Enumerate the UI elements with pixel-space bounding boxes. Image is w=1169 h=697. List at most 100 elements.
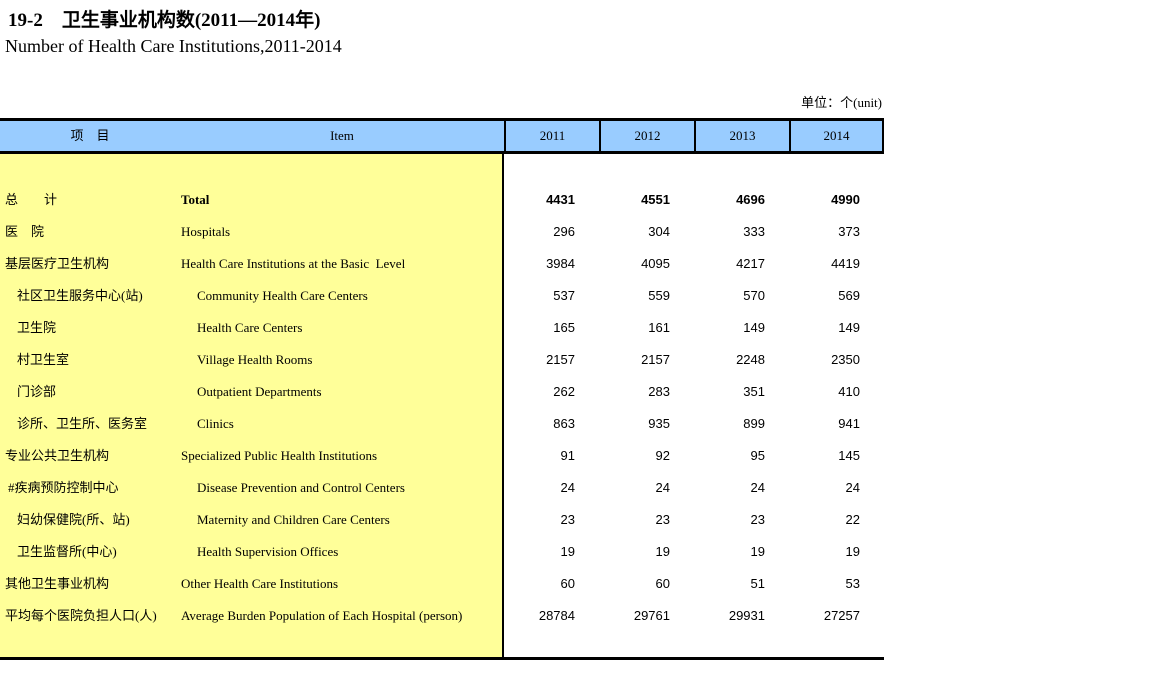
row-label-zh: 诊所、卫生所、医务室	[17, 416, 148, 431]
value-cell-2013: 2248	[736, 352, 765, 367]
value-cell-2011: 4431	[546, 192, 575, 207]
row-label-zh: 村卫生室	[17, 352, 70, 367]
table-row: #疾病预防控制中心 Disease Prevention and Control …	[0, 472, 884, 504]
table-row: 村卫生室 Village Health Rooms 2157 2157 2248 2350	[0, 344, 884, 376]
table-row: 平均每个医院负担人口(人) Average Burden Population o…	[0, 600, 884, 632]
value-cell-2014: 24	[845, 480, 860, 495]
table-row: 诊所、卫生所、医务室 Clinics 863 935 899 941	[0, 408, 884, 440]
row-label-en: Clinics	[197, 416, 234, 431]
table-row: 卫生院 Health Care Centers 165 161 149 149	[0, 312, 884, 344]
row-label-en: Maternity and Children Care Centers	[197, 512, 390, 527]
value-cell-2011: 24	[560, 480, 575, 495]
row-label-en: Health Supervision Offices	[197, 544, 339, 559]
row-label-zh: 基层医疗卫生机构	[5, 256, 110, 271]
row-label-en: Health Care Institutions at the Basic Le…	[181, 256, 406, 271]
header-item-en: Item	[330, 128, 354, 143]
table-row: 卫生监督所(中心) Health Supervision Offices 19 19 1…	[0, 536, 884, 568]
header-item-zh: 项 目	[70, 128, 110, 143]
table-header-row: 项 目 Item 2011 2012 2013 2014	[0, 118, 884, 154]
header-cell-year-2012: 2012	[599, 121, 694, 151]
page-subtitle: Number of Health Care Institutions,2011-…	[5, 36, 342, 56]
value-cell-2011: 165	[553, 320, 575, 335]
value-cell-2013: 4696	[736, 192, 765, 207]
row-label-zh: #疾病预防控制中心	[8, 480, 119, 495]
value-cell-2014: 19	[845, 544, 860, 559]
value-cell-2012: 559	[648, 288, 670, 303]
value-cell-2012: 304	[648, 224, 670, 239]
value-cell-2013: 351	[743, 384, 765, 399]
value-cell-2014: 2350	[831, 352, 860, 367]
value-cell-2013: 899	[743, 416, 765, 431]
row-label-zh: 妇幼保健院(所、站)	[17, 512, 130, 527]
row-label-zh: 专业公共卫生机构	[5, 448, 110, 463]
value-cell-2011: 537	[553, 288, 575, 303]
header-cell-year-2011: 2011	[504, 121, 599, 151]
value-cell-2011: 296	[553, 224, 575, 239]
value-cell-2013: 23	[750, 512, 765, 527]
value-cell-2011: 60	[560, 576, 575, 591]
header-cell-item: 项 目 Item	[0, 121, 504, 151]
table-row: 其他卫生事业机构 Other Health Care Institutions 60…	[0, 568, 884, 600]
value-cell-2014: 410	[838, 384, 860, 399]
value-cell-2014: 22	[845, 512, 860, 527]
row-label-en: Total	[181, 192, 210, 207]
value-cell-2012: 24	[655, 480, 670, 495]
value-cell-2012: 60	[655, 576, 670, 591]
value-cell-2013: 4217	[736, 256, 765, 271]
row-label-en: Village Health Rooms	[197, 352, 313, 367]
row-label-zh: 其他卫生事业机构	[5, 576, 110, 591]
table-row: 门诊部 Outpatient Departments 262 283 351 410	[0, 376, 884, 408]
value-cell-2011: 19	[560, 544, 575, 559]
value-cell-2011: 3984	[546, 256, 575, 271]
row-label-en: Disease Prevention and Control Centers	[197, 480, 405, 495]
table-row: 社区卫生服务中心(站) Community Health Care Centers…	[0, 280, 884, 312]
value-cell-2013: 19	[750, 544, 765, 559]
value-cell-2011: 91	[560, 448, 575, 463]
value-cell-2012: 2157	[641, 352, 670, 367]
value-cell-2014: 53	[845, 576, 860, 591]
value-cell-2011: 2157	[546, 352, 575, 367]
table-row: 妇幼保健院(所、站) Maternity and Children Care Ce…	[0, 504, 884, 536]
value-cell-2012: 29761	[633, 608, 670, 623]
row-label-zh: 门诊部	[17, 384, 57, 399]
value-cell-2014: 569	[838, 288, 860, 303]
table-body: 总 计 Total 4431 4551 4696 4990 医 院 Hospitals 296 3…	[0, 154, 884, 660]
row-label-en: Specialized Public Health Institutions	[181, 448, 378, 463]
value-cell-2011: 863	[553, 416, 575, 431]
row-label-en: Other Health Care Institutions	[181, 576, 339, 591]
value-cell-2014: 373	[838, 224, 860, 239]
row-label-zh: 医 院	[5, 224, 45, 239]
table-row: 专业公共卫生机构 Specialized Public Health Instit…	[0, 440, 884, 472]
value-cell-2012: 161	[648, 320, 670, 335]
row-label-zh: 总 计	[5, 192, 58, 207]
header-cell-year-2014: 2014	[789, 121, 884, 151]
unit-label: 单位：个(unit)	[801, 95, 882, 110]
row-label-en: Community Health Care Centers	[197, 288, 368, 303]
table-row: 基层医疗卫生机构 Health Care Institutions at the …	[0, 248, 884, 280]
value-cell-2013: 333	[743, 224, 765, 239]
value-cell-2014: 4419	[831, 256, 860, 271]
value-cell-2011: 23	[560, 512, 575, 527]
value-cell-2014: 149	[838, 320, 860, 335]
value-cell-2014: 4990	[831, 192, 860, 207]
row-label-zh: 平均每个医院负担人口(人)	[5, 608, 157, 623]
value-cell-2012: 19	[655, 544, 670, 559]
value-cell-2013: 149	[743, 320, 765, 335]
row-label-zh: 社区卫生服务中心(站)	[17, 288, 143, 303]
value-cell-2012: 283	[648, 384, 670, 399]
row-label-en: Hospitals	[181, 224, 231, 239]
value-cell-2014: 145	[838, 448, 860, 463]
value-cell-2011: 28784	[538, 608, 575, 623]
value-cell-2013: 51	[750, 576, 765, 591]
row-label-en: Health Care Centers	[197, 320, 303, 335]
row-label-zh: 卫生院	[17, 320, 57, 335]
table-row: 总 计 Total 4431 4551 4696 4990	[0, 184, 884, 216]
health-institutions-table: 项 目 Item 2011 2012 2013 2014 总 计 Total 443…	[0, 118, 884, 660]
value-cell-2012: 23	[655, 512, 670, 527]
value-cell-2012: 4095	[641, 256, 670, 271]
column-divider-line	[502, 154, 504, 657]
header-cell-year-2013: 2013	[694, 121, 789, 151]
value-cell-2014: 27257	[823, 608, 860, 623]
value-cell-2014: 941	[838, 416, 860, 431]
